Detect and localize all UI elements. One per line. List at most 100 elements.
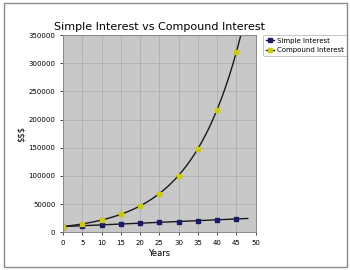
Simple Interest (188, 219, 192, 222)
Compound Interest (96, 219, 100, 222)
Compound Interest (142, 202, 146, 205)
Compound Interest (203, 133, 208, 137)
Simple Interest (230, 218, 235, 221)
Simple Interest (184, 220, 188, 223)
Simple Interest (61, 225, 65, 228)
Simple Interest (157, 221, 161, 224)
Simple Interest (119, 222, 123, 226)
Simple Interest (176, 220, 181, 223)
Simple Interest (72, 224, 77, 228)
Compound Interest (134, 206, 138, 210)
Compound Interest (238, 36, 242, 40)
Simple Interest (180, 220, 184, 223)
Line: Simple Interest: Simple Interest (61, 217, 250, 228)
Simple Interest (122, 222, 127, 225)
Simple Interest (165, 220, 169, 224)
Simple Interest (146, 221, 150, 224)
Simple Interest (69, 225, 73, 228)
Simple Interest (211, 218, 215, 222)
Compound Interest (211, 117, 215, 120)
Simple Interest (80, 224, 84, 227)
Compound Interest (180, 169, 184, 173)
Compound Interest (84, 222, 88, 225)
Simple Interest (219, 218, 223, 221)
Compound Interest (157, 192, 161, 195)
Compound Interest (161, 189, 165, 192)
Simple Interest (169, 220, 173, 224)
Compound Interest (130, 208, 134, 211)
Compound Interest (234, 51, 238, 54)
Simple Interest (234, 217, 238, 221)
Compound Interest (103, 217, 107, 221)
Compound Interest (111, 215, 115, 218)
Simple Interest (76, 224, 80, 228)
Compound Interest (184, 164, 188, 168)
Compound Interest (215, 108, 219, 112)
Compound Interest (61, 225, 65, 228)
Compound Interest (107, 216, 111, 220)
Compound Interest (165, 185, 169, 189)
Compound Interest (176, 174, 181, 177)
Compound Interest (173, 178, 177, 181)
Compound Interest (223, 88, 227, 91)
Compound Interest (138, 204, 142, 208)
Compound Interest (196, 147, 200, 151)
Compound Interest (149, 198, 154, 201)
Simple Interest (107, 223, 111, 226)
Compound Interest (99, 218, 104, 222)
Compound Interest (230, 64, 235, 68)
Simple Interest (161, 221, 165, 224)
X-axis label: Years: Years (148, 249, 170, 258)
Simple Interest (88, 224, 92, 227)
Simple Interest (203, 219, 208, 222)
Compound Interest (92, 220, 96, 223)
Compound Interest (242, 21, 246, 24)
Legend: Simple Interest, Compound Interest: Simple Interest, Compound Interest (263, 35, 347, 56)
Compound Interest (119, 213, 123, 216)
Compound Interest (146, 200, 150, 203)
Simple Interest (207, 218, 211, 222)
Simple Interest (238, 217, 242, 220)
Simple Interest (196, 219, 200, 222)
Compound Interest (122, 211, 127, 215)
Simple Interest (111, 223, 115, 226)
Simple Interest (149, 221, 154, 224)
Compound Interest (199, 141, 204, 144)
Simple Interest (192, 219, 196, 222)
Compound Interest (126, 210, 131, 213)
Simple Interest (226, 218, 231, 221)
Simple Interest (99, 223, 104, 227)
Compound Interest (219, 99, 223, 102)
Simple Interest (84, 224, 88, 227)
Simple Interest (65, 225, 69, 228)
Compound Interest (76, 223, 80, 226)
Compound Interest (192, 153, 196, 157)
Simple Interest (199, 219, 204, 222)
Simple Interest (130, 222, 134, 225)
Simple Interest (142, 221, 146, 225)
Line: Compound Interest: Compound Interest (61, 4, 250, 228)
Compound Interest (188, 159, 192, 163)
Compound Interest (246, 4, 250, 7)
Compound Interest (65, 224, 69, 228)
Compound Interest (72, 224, 77, 227)
Compound Interest (169, 182, 173, 185)
Simple Interest (173, 220, 177, 223)
Y-axis label: $$$: $$$ (16, 126, 26, 142)
Simple Interest (246, 217, 250, 220)
Simple Interest (138, 222, 142, 225)
Compound Interest (115, 214, 119, 217)
Simple Interest (96, 224, 100, 227)
Simple Interest (223, 218, 227, 221)
Simple Interest (215, 218, 219, 221)
Simple Interest (242, 217, 246, 220)
Compound Interest (69, 224, 73, 227)
Simple Interest (115, 222, 119, 226)
Compound Interest (88, 221, 92, 224)
Title: Simple Interest vs Compound Interest: Simple Interest vs Compound Interest (54, 22, 265, 32)
Simple Interest (153, 221, 158, 224)
Compound Interest (226, 76, 231, 80)
Simple Interest (134, 222, 138, 225)
Simple Interest (103, 223, 107, 226)
Simple Interest (126, 222, 131, 225)
